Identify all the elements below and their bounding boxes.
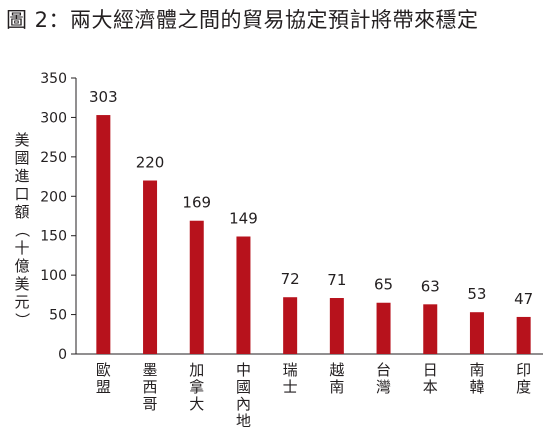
y-tick-label: 50 [49, 308, 67, 324]
category-label-char: 韓 [469, 378, 484, 396]
category-label-char: 灣 [376, 378, 391, 396]
y-axis-label-char: 國 [14, 149, 29, 167]
y-tick-label: 350 [40, 71, 67, 87]
bar [96, 115, 111, 354]
y-axis-label-char: （ [13, 222, 31, 237]
category-label-char: 日 [423, 361, 438, 379]
y-tick-label: 100 [40, 268, 67, 284]
data-label: 47 [514, 290, 533, 308]
data-label: 53 [467, 285, 486, 303]
y-tick-label: 300 [40, 110, 67, 126]
category-label-char: 盟 [96, 378, 111, 396]
category-label-char: 瑞 [283, 361, 298, 379]
category-label-char: 哥 [143, 395, 158, 413]
category-label-char: 墨 [143, 361, 158, 379]
y-axis-label-char: 元 [14, 293, 29, 311]
bar [236, 236, 251, 354]
y-axis-label-char: 額 [14, 203, 29, 221]
y-axis-label-char: 十 [14, 239, 29, 257]
category-label-char: 加 [189, 361, 204, 379]
y-axis-label-char: 進 [14, 167, 29, 185]
chart-title: 圖 2：兩大經濟體之間的貿易協定預計將帶來穩定 [6, 8, 479, 32]
category-label-char: 地 [236, 412, 251, 430]
data-label: 169 [182, 194, 211, 212]
bar [516, 316, 531, 354]
bar [143, 180, 158, 354]
y-axis-label-char: 美 [14, 275, 29, 293]
y-tick-label: 200 [40, 189, 67, 205]
data-label: 63 [421, 277, 440, 295]
bar [329, 298, 344, 354]
y-tick-label: 250 [40, 150, 67, 166]
category-label-char: 拿 [189, 378, 204, 396]
bar [189, 220, 204, 354]
data-label: 71 [327, 271, 346, 289]
bar [376, 302, 391, 354]
category-label-char: 內 [236, 395, 251, 413]
category-label-char: 台 [376, 361, 391, 379]
data-label: 65 [374, 276, 393, 294]
category-label-char: 歐 [96, 361, 111, 379]
bar [283, 297, 298, 354]
bar [423, 304, 438, 354]
data-label: 220 [136, 154, 165, 172]
bar [469, 312, 484, 354]
category-label-char: 大 [189, 395, 204, 413]
category-label-char: 中 [236, 361, 251, 379]
y-tick-label: 150 [40, 229, 67, 245]
category-label-char: 國 [236, 378, 251, 396]
data-label: 72 [281, 270, 300, 288]
y-axis-label-char: 美 [14, 131, 29, 149]
y-axis-label-char: 億 [14, 257, 29, 275]
category-label-char: 度 [516, 378, 531, 396]
data-label: 149 [229, 210, 258, 228]
y-axis-label-char: ） [13, 312, 31, 327]
category-label-char: 本 [423, 378, 438, 396]
category-label-char: 西 [143, 378, 158, 396]
y-tick-label: 0 [58, 347, 67, 363]
category-label-char: 南 [329, 378, 344, 396]
category-label-char: 越 [329, 361, 344, 379]
category-label-char: 印 [516, 361, 531, 379]
data-label: 303 [89, 88, 118, 106]
category-label-char: 南 [469, 361, 484, 379]
y-axis-label-char: 口 [14, 185, 29, 203]
category-label-char: 士 [283, 378, 298, 396]
